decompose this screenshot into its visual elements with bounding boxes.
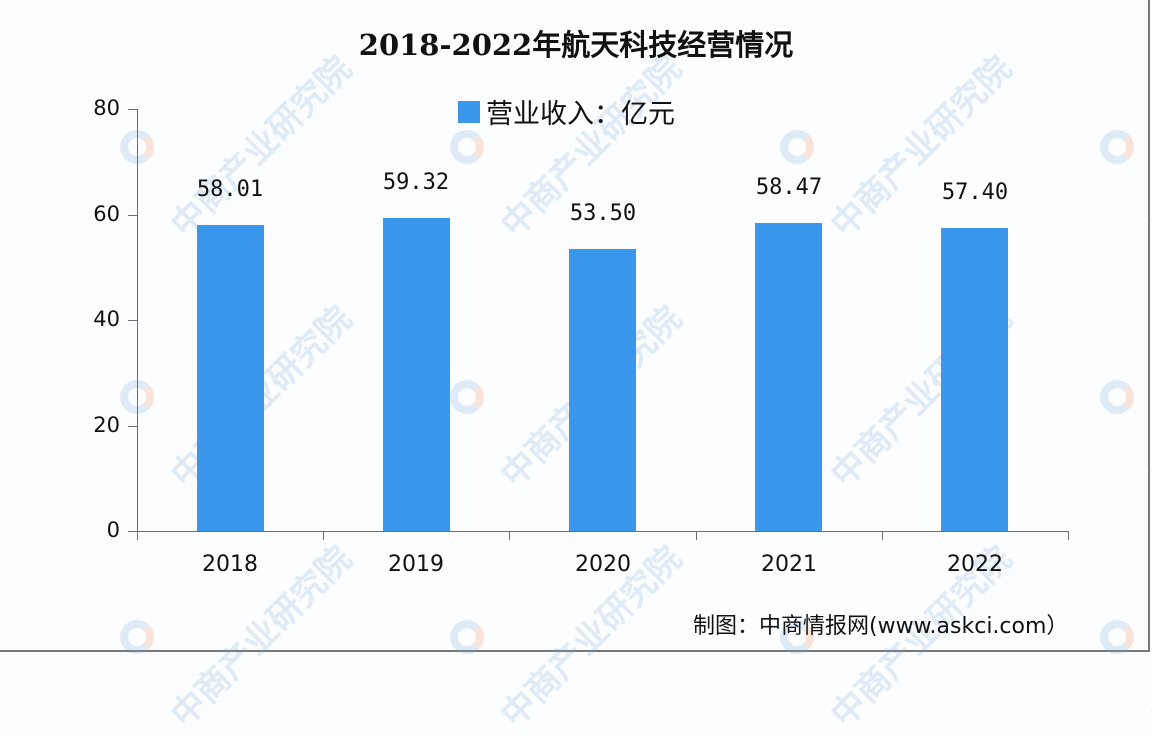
- bar-2020: [569, 249, 636, 531]
- y-tick-label: 40: [93, 307, 120, 331]
- bar-2019: [383, 218, 450, 531]
- x-tick: [137, 531, 138, 540]
- value-label: 58.01: [196, 177, 264, 202]
- y-tick-label: 80: [93, 96, 120, 120]
- y-tick-label: 20: [93, 413, 120, 437]
- y-tick-label: 60: [93, 202, 120, 226]
- bar-2022: [941, 228, 1008, 531]
- value-label: 59.32: [382, 170, 450, 195]
- y-tick: [128, 109, 137, 110]
- x-tick-label: 2020: [575, 552, 631, 577]
- x-tick-label: 2021: [761, 552, 817, 577]
- x-tick-label: 2022: [947, 552, 1003, 577]
- y-tick: [128, 320, 137, 321]
- legend-swatch-icon: [458, 100, 480, 123]
- x-tick-label: 2019: [388, 552, 444, 577]
- y-tick: [128, 426, 137, 427]
- value-label: 58.47: [755, 175, 823, 200]
- legend-label: 营业收入：亿元: [486, 99, 675, 130]
- x-axis-line: [137, 531, 1069, 532]
- x-tick: [509, 531, 510, 540]
- y-tick: [128, 215, 137, 216]
- y-tick-label: 0: [106, 518, 120, 542]
- value-label: 53.50: [569, 201, 637, 226]
- value-label: 57.40: [941, 180, 1009, 205]
- x-tick: [882, 531, 883, 540]
- x-tick: [1068, 531, 1069, 540]
- legend: 营业收入：亿元: [458, 92, 675, 131]
- chart-frame: [0, 0, 1150, 652]
- y-tick: [128, 531, 137, 532]
- x-tick: [323, 531, 324, 540]
- x-tick-label: 2018: [202, 552, 258, 577]
- bar-2021: [755, 223, 822, 531]
- x-tick: [696, 531, 697, 540]
- bar-2018: [197, 225, 264, 531]
- chart-title: 2018-2022年航天科技经营情况: [358, 28, 794, 62]
- y-axis-line: [137, 109, 138, 531]
- source-credit: 制图：中商情报网(www.askci.com）: [693, 614, 1069, 639]
